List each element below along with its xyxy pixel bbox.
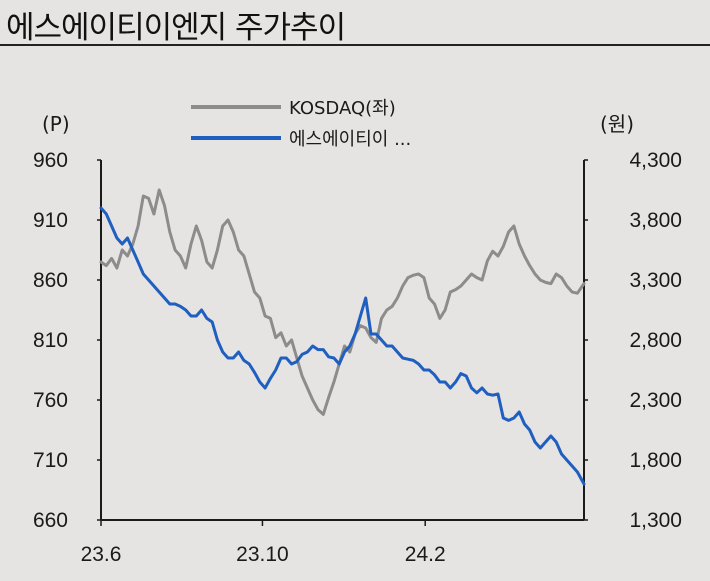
right-tick-labels: 4,300 3,800 3,300 2,800 2,300 1,800 1,300 [584,149,682,532]
legend: KOSDAQ(좌) 에스에이티이 ... [191,98,411,150]
left-tick-label: 710 [33,449,68,472]
chart-title: 에스에이티이엔지 주가추이 [6,10,346,46]
left-tick-label: 660 [33,509,68,532]
right-tick-label: 3,300 [629,269,682,292]
series-line-kosdaq [99,188,586,416]
series-line-sat [99,206,586,486]
title-divider [0,44,710,46]
right-tick-label: 2,300 [629,389,682,412]
x-tick-label: 23.10 [236,543,289,566]
x-tick-label: 24.2 [405,543,446,566]
legend-label-sat: 에스에이티이 ... [289,129,411,150]
right-tick-label: 4,300 [629,149,682,172]
left-tick-label: 760 [33,389,68,412]
right-tick-label: 3,800 [629,209,682,232]
right-tick-label: 1,300 [629,509,682,532]
right-axis-unit: (원) [600,112,634,136]
left-tick-label: 810 [33,329,68,352]
left-tick-labels: 960 910 860 810 760 710 660 [33,149,101,532]
x-tick-labels: 23.6 23.10 24.2 [81,520,446,566]
right-tick-label: 1,800 [629,449,682,472]
left-tick-label: 860 [33,269,68,292]
left-axis-unit: (P) [42,112,70,136]
left-tick-label: 960 [33,149,68,172]
x-tick-label: 23.6 [81,543,122,566]
axes-layer [100,160,585,521]
right-tick-label: 2,800 [629,329,682,352]
legend-label-kosdaq: KOSDAQ(좌) [289,98,396,119]
series-layer [99,188,586,486]
left-tick-label: 910 [33,209,68,232]
